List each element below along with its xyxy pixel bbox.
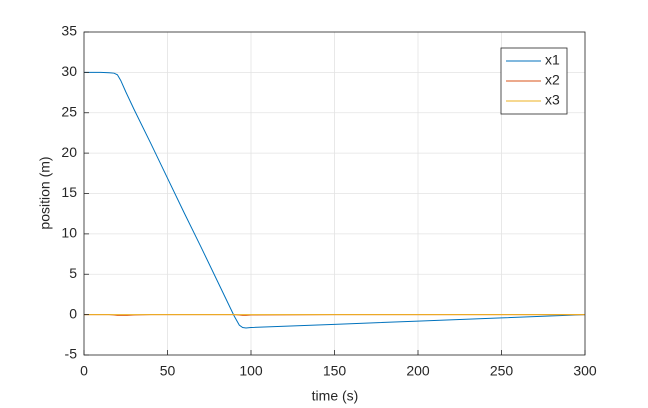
x-tick-label: 250 — [490, 363, 514, 379]
y-tick-label: 30 — [61, 63, 77, 79]
x-tick-label: 100 — [239, 363, 263, 379]
legend: x1 x2 x3 — [500, 47, 568, 115]
y-tick-label: 25 — [61, 103, 77, 119]
y-tick-label: 15 — [61, 184, 77, 200]
x-tick-label: 0 — [80, 363, 88, 379]
y-tick-label: 5 — [69, 265, 77, 281]
legend-label: x3 — [545, 92, 560, 108]
x-tick-label: 50 — [160, 363, 176, 379]
y-tick-label: -5 — [65, 346, 78, 362]
series-line — [84, 71, 586, 329]
y-tick-label: 10 — [61, 225, 77, 241]
x-axis-label: time (s) — [312, 388, 359, 404]
y-axis-label: position (m) — [37, 156, 53, 229]
x-tick-label: 200 — [406, 363, 430, 379]
legend-label: x2 — [545, 72, 560, 88]
y-tick-label: 0 — [69, 305, 77, 321]
lines — [84, 71, 586, 329]
y-tick-label: 20 — [61, 144, 77, 160]
x-tick-label: 300 — [573, 363, 597, 379]
x-tick-label: 150 — [323, 363, 347, 379]
y-tick-label: 35 — [61, 23, 77, 39]
legend-label: x1 — [545, 52, 560, 68]
